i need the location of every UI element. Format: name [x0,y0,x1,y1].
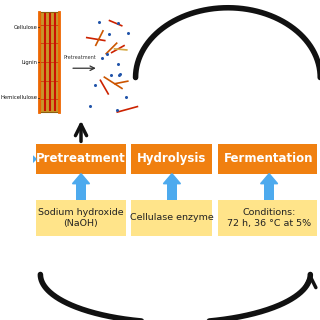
Polygon shape [260,174,278,184]
Text: Hemicellulose: Hemicellulose [1,95,37,100]
Text: Sodium hydroxide
(NaOH): Sodium hydroxide (NaOH) [38,208,124,228]
FancyBboxPatch shape [76,184,86,200]
FancyBboxPatch shape [11,153,25,165]
Polygon shape [73,174,90,184]
FancyBboxPatch shape [36,200,126,236]
Text: Conditions:
72 h, 36 °C at 5%: Conditions: 72 h, 36 °C at 5% [227,208,311,228]
FancyBboxPatch shape [218,144,320,174]
FancyBboxPatch shape [131,144,212,174]
Text: Cellulose: Cellulose [14,25,37,30]
FancyBboxPatch shape [264,184,274,200]
Text: Pretreatment: Pretreatment [36,152,126,165]
FancyBboxPatch shape [131,200,212,236]
Text: Pretreatment: Pretreatment [64,55,97,60]
FancyBboxPatch shape [39,12,59,112]
FancyBboxPatch shape [218,200,320,236]
Text: Cellulase enzyme: Cellulase enzyme [130,213,214,222]
Text: Lignin: Lignin [21,60,37,65]
Text: Hydrolysis: Hydrolysis [137,152,206,165]
FancyBboxPatch shape [167,184,177,200]
Polygon shape [164,174,180,184]
FancyBboxPatch shape [36,144,126,174]
Text: Fermentation: Fermentation [224,152,314,165]
Polygon shape [25,148,36,170]
